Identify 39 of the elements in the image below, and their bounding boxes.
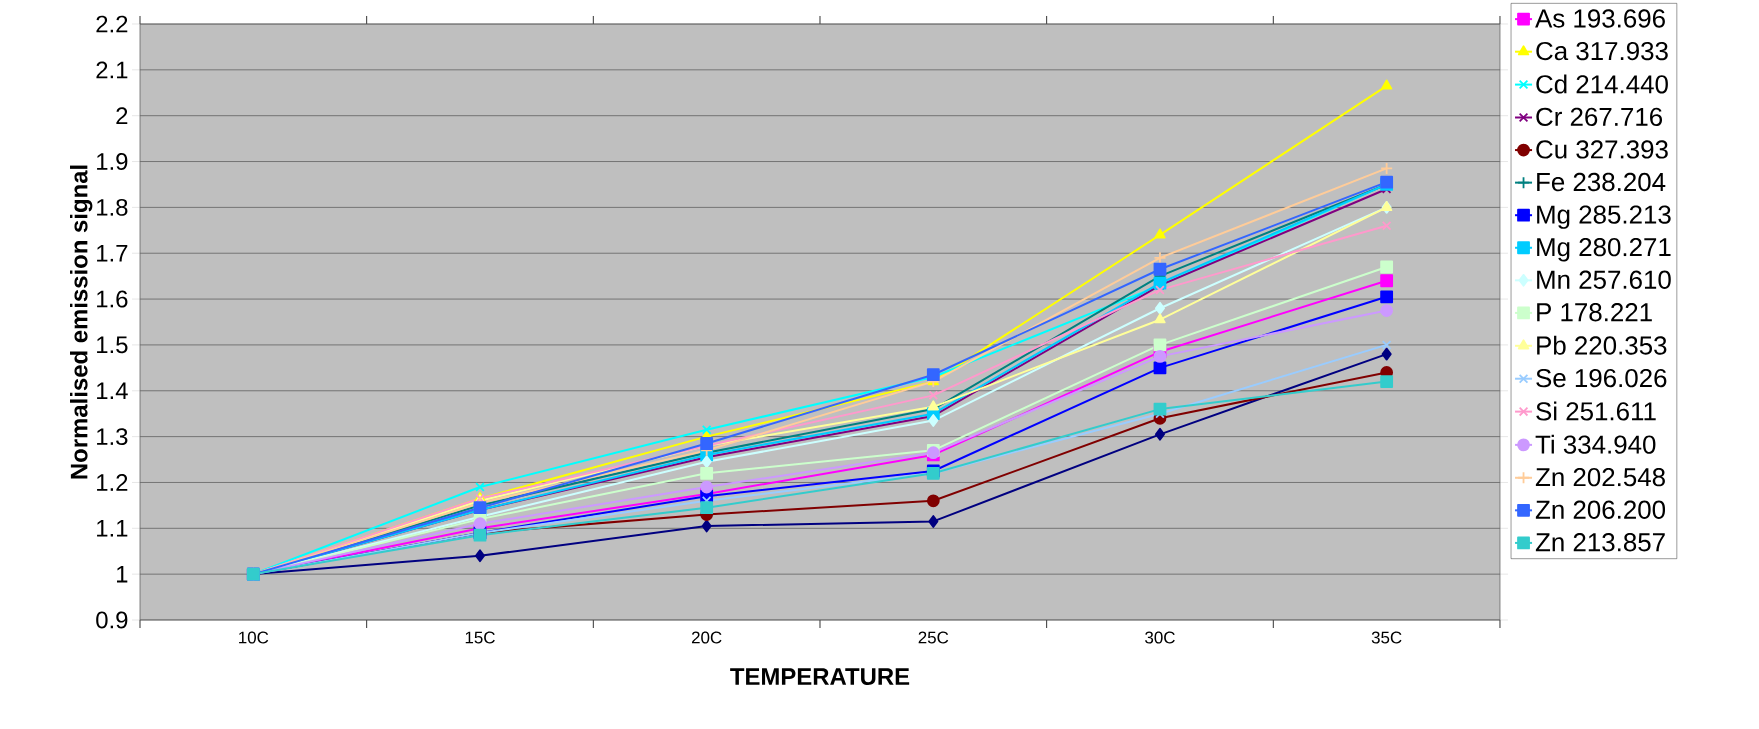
y-tick-label: 1.3 <box>97 428 128 446</box>
legend-label: Si 251.611 <box>1536 401 1656 421</box>
y-tick-label: 1.5 <box>97 336 128 354</box>
x-tick-label: 30C <box>1145 631 1175 644</box>
legend-label: Fe 238.204 <box>1537 172 1666 192</box>
y-tick-label: 1 <box>117 565 128 583</box>
y-tick-label: 1.6 <box>97 290 128 308</box>
legend-label: Se 196.026 <box>1536 368 1667 388</box>
x-tick-label: 35C <box>1371 631 1402 644</box>
y-tick-label: 1.7 <box>97 245 128 262</box>
x-tick-label: 15C <box>465 631 495 644</box>
legend-label: Cr 267.716 <box>1536 107 1663 127</box>
y-tick-label: 1.8 <box>97 198 128 216</box>
legend-label: As 193.696 <box>1535 9 1665 28</box>
legend-label: Cu 327.393 <box>1536 140 1668 159</box>
y-tick-label: 1.2 <box>97 474 128 491</box>
x-tick-label: 25C <box>918 631 949 644</box>
legend-label: Cd 214.440 <box>1536 74 1668 94</box>
y-tick-label: 0.9 <box>96 611 128 629</box>
y-axis-title: Normalised emission signal <box>70 165 93 479</box>
x-tick-label: 20C <box>691 631 722 644</box>
y-tick-label: 1.4 <box>97 382 128 399</box>
legend-label: Zn 202.548 <box>1535 467 1665 487</box>
x-tick-label: 10C <box>239 631 269 644</box>
legend-label: Mg 280.271 <box>1537 237 1671 262</box>
y-tick-label: 2.2 <box>96 15 128 33</box>
y-tick-label: 2 <box>116 107 128 125</box>
y-tick-label: 1.9 <box>97 153 128 170</box>
legend-label: Zn 206.200 <box>1535 500 1666 519</box>
legend-label: P 178.221 <box>1537 303 1652 322</box>
y-tick-label: 2.1 <box>96 61 128 79</box>
legend-label: Ca 317.933 <box>1536 41 1668 61</box>
legend-label: Ti 334.940 <box>1535 434 1656 454</box>
legend-label: Mg 285.213 <box>1537 205 1671 229</box>
legend-label: Mn 257.610 <box>1537 270 1671 289</box>
legend-label: Zn 213.857 <box>1535 533 1665 552</box>
y-tick-label: 1.1 <box>97 520 128 537</box>
x-axis-title: TEMPERATURE <box>730 668 910 686</box>
legend-label: Pb 220.353 <box>1537 335 1667 355</box>
